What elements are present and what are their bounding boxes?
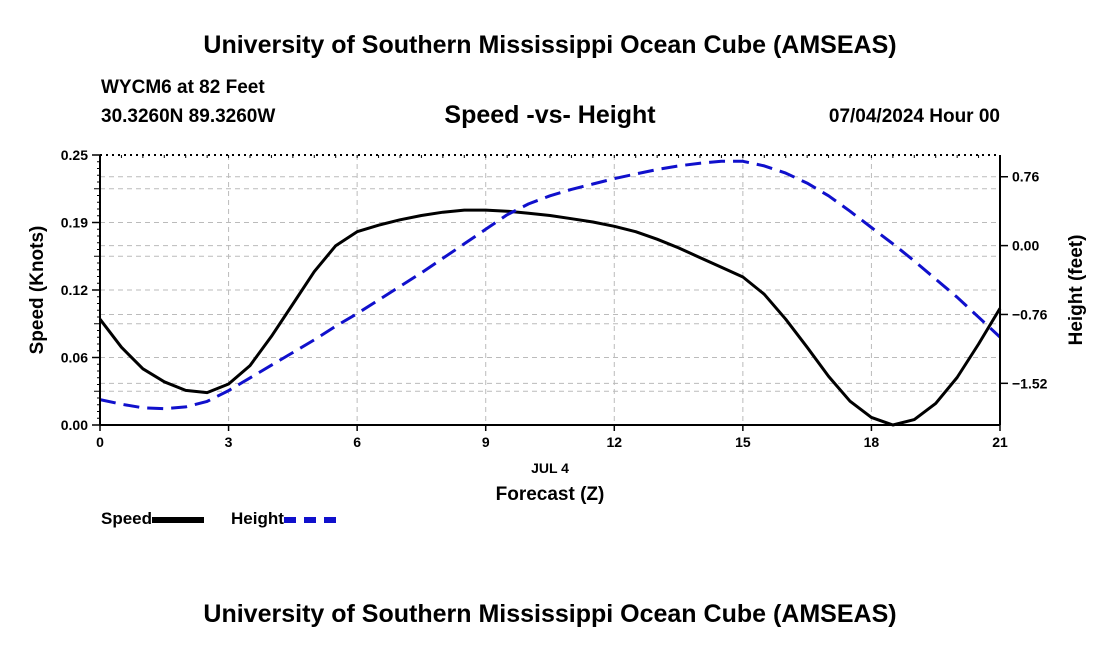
legend-height: Height bbox=[231, 509, 336, 529]
x-tick-label: 6 bbox=[353, 434, 361, 450]
chart-subtitle: Speed -vs- Height bbox=[444, 101, 656, 129]
legend-height-label: Height bbox=[231, 509, 284, 528]
y-right-tick-label: 0.00 bbox=[1012, 238, 1039, 254]
station-coordinates: 30.3260N 89.3260W bbox=[101, 106, 276, 127]
legend-speed-swatch bbox=[152, 516, 205, 523]
x-tick-label: 3 bbox=[225, 434, 233, 450]
y-left-tick-label: 0.25 bbox=[61, 147, 88, 163]
y-left-tick-label: 0.19 bbox=[61, 215, 88, 231]
x-tick-label: 15 bbox=[735, 434, 751, 450]
x-axis-title: Forecast (Z) bbox=[496, 484, 605, 505]
grid-lines bbox=[100, 155, 1000, 425]
x-tick-label: 21 bbox=[992, 434, 1008, 450]
y-left-tick-label: 0.12 bbox=[61, 282, 88, 298]
footer-title: University of Southern Mississippi Ocean… bbox=[203, 600, 897, 628]
x-tick-label: 18 bbox=[864, 434, 880, 450]
series-lines bbox=[98, 159, 1002, 427]
x-tick-label: 9 bbox=[482, 434, 490, 450]
y-left-axis-title: Speed (Knots) bbox=[27, 226, 48, 355]
y-left-tick-label: 0.06 bbox=[61, 350, 88, 366]
chart-title: University of Southern Mississippi Ocean… bbox=[203, 31, 897, 59]
x-axis-date-label: JUL 4 bbox=[531, 460, 569, 476]
series-line-height bbox=[99, 159, 1002, 411]
y-left-tick-label: 0.00 bbox=[61, 417, 88, 433]
legend-speed-label: Speed bbox=[101, 509, 153, 528]
series-line-speed bbox=[98, 208, 1002, 427]
station-label: WYCM6 at 82 Feet bbox=[101, 77, 265, 98]
legend-height-swatch bbox=[283, 516, 336, 523]
y-right-tick-label: 0.76 bbox=[1012, 169, 1039, 185]
y-right-tick-label: −0.76 bbox=[1012, 306, 1048, 322]
axis-ticks: 0 3 6 9 12 15 18 21 0.00 0.06 0.12 0.19 0.25 0.76 0.00… bbox=[61, 147, 1048, 450]
y-right-axis-title: Height (feet) bbox=[1066, 235, 1087, 346]
x-tick-label: 12 bbox=[606, 434, 622, 450]
forecast-datetime: 07/04/2024 Hour 00 bbox=[828, 106, 1000, 127]
y-right-tick-label: −1.52 bbox=[1012, 375, 1048, 391]
legend-speed: Speed bbox=[101, 509, 205, 529]
x-tick-label: 0 bbox=[96, 434, 104, 450]
